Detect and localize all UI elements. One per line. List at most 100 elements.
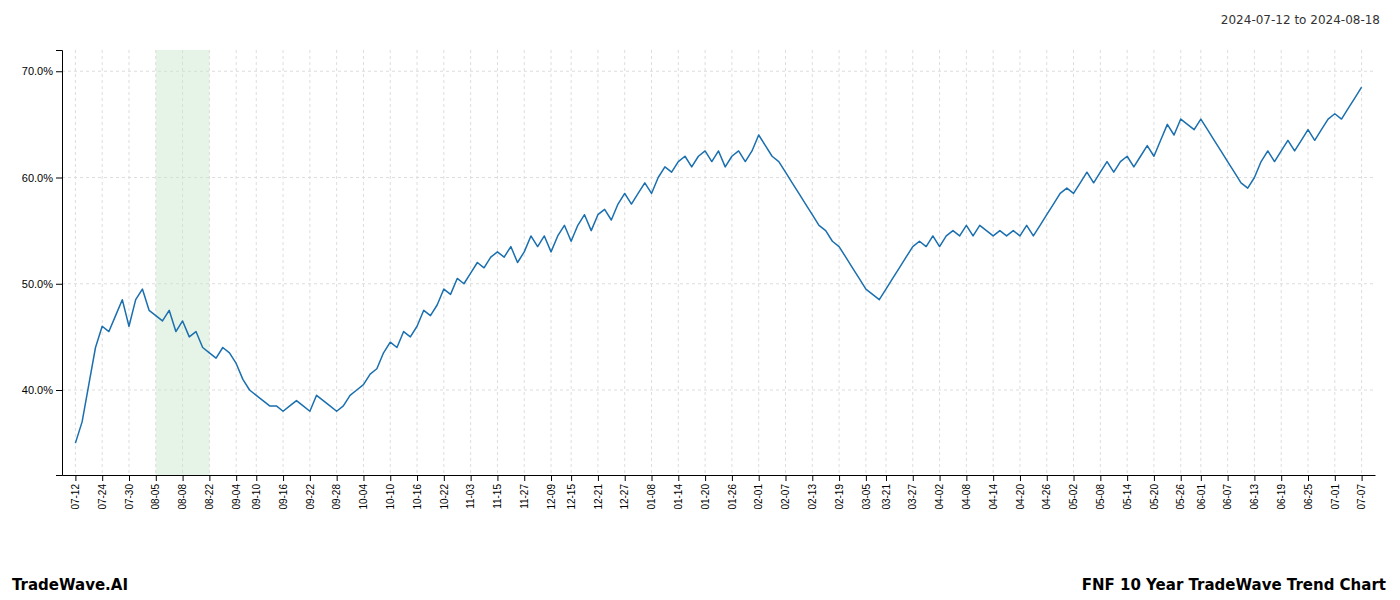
x-tick: 07-01 — [1330, 475, 1341, 510]
x-tick-label: 12-09 — [546, 484, 557, 510]
x-grid-line — [1046, 50, 1047, 475]
x-tick-mark — [1308, 475, 1309, 481]
x-tick-label: 12-15 — [566, 484, 577, 510]
x-tick-label: 08-22 — [204, 484, 215, 510]
y-tick: 70.0% — [22, 65, 62, 77]
x-tick-mark — [839, 475, 840, 481]
x-tick-label: 05-14 — [1122, 484, 1133, 510]
x-tick-mark — [652, 475, 653, 481]
x-grid-line — [678, 50, 679, 475]
x-tick: 10-10 — [385, 475, 396, 510]
x-grid-line — [470, 50, 471, 475]
x-tick: 07-12 — [70, 475, 81, 510]
x-tick-label: 07-30 — [124, 484, 135, 510]
x-tick-mark — [913, 475, 914, 481]
plot: 07-1207-2407-3008-0508-0808-2209-0409-10… — [22, 50, 1376, 510]
y-grid-line — [62, 71, 1375, 72]
x-tick-mark — [812, 475, 813, 481]
x-tick: 07-30 — [124, 475, 135, 510]
x-tick-label: 02-01 — [753, 484, 764, 510]
y-tick-label: 40.0% — [22, 384, 53, 396]
x-tick-mark — [940, 475, 941, 481]
x-tick-mark — [183, 475, 184, 481]
x-tick-label: 02-19 — [834, 484, 845, 510]
x-tick-mark — [732, 475, 733, 481]
x-tick: 05-20 — [1149, 475, 1160, 510]
x-tick-mark — [1201, 475, 1202, 481]
x-tick-mark — [417, 475, 418, 481]
x-grid-line — [1127, 50, 1128, 475]
x-grid-line — [551, 50, 552, 475]
x-tick-label: 07-12 — [70, 484, 81, 510]
x-tick: 06-07 — [1222, 475, 1233, 510]
y-grid-line — [62, 390, 1375, 391]
x-tick-label: 09-04 — [231, 484, 242, 510]
x-tick-label: 09-16 — [278, 484, 289, 510]
x-tick-mark — [1181, 475, 1182, 481]
y-tick-label: 50.0% — [22, 278, 53, 290]
y-tick-mark — [56, 178, 62, 179]
marks — [75, 50, 1361, 475]
x-tick-mark — [598, 475, 599, 481]
x-tick-label: 03-21 — [881, 484, 892, 510]
x-grid-line — [624, 50, 625, 475]
x-grid-line — [1100, 50, 1101, 475]
x-tick: 09-16 — [278, 475, 289, 510]
x-tick-mark — [1074, 475, 1075, 481]
x-grid-line — [731, 50, 732, 475]
x-tick-label: 11-15 — [492, 484, 503, 509]
x-grid-line — [443, 50, 444, 475]
chart: 07-1207-2407-3008-0508-0808-2209-0409-10… — [0, 0, 1400, 600]
x-tick-label: 10-10 — [385, 484, 396, 510]
x-tick: 08-08 — [177, 475, 188, 510]
x-tick: 04-26 — [1041, 475, 1052, 510]
x-axis-line — [63, 475, 1376, 476]
x-tick: 11-03 — [465, 475, 476, 509]
x-tick: 06-19 — [1276, 475, 1287, 510]
y-axis: 40.0%50.0%60.0%70.0% — [22, 51, 63, 476]
x-tick-label: 01-20 — [700, 484, 711, 510]
x-tick: 05-26 — [1175, 475, 1186, 510]
x-tick: 07-24 — [97, 475, 108, 510]
x-tick-label: 07-01 — [1330, 484, 1341, 510]
x-tick: 02-19 — [834, 475, 845, 510]
x-tick-label: 01-08 — [646, 484, 657, 510]
x-grid-line — [1281, 50, 1282, 475]
x-tick: 07-07 — [1356, 475, 1367, 510]
x-grid-line — [363, 50, 364, 475]
x-tick-label: 07-24 — [97, 484, 108, 510]
x-tick-mark — [571, 475, 572, 481]
x-tick-mark — [337, 475, 338, 481]
x-tick-label: 06-07 — [1222, 484, 1233, 510]
x-tick-label: 12-27 — [619, 484, 630, 510]
x-tick-mark — [209, 475, 210, 481]
x-grid-line — [1361, 50, 1362, 475]
x-tick: 12-15 — [566, 475, 577, 510]
y-grid-line — [62, 283, 1375, 284]
x-tick: 06-01 — [1196, 475, 1207, 510]
x-tick-label: 04-26 — [1041, 484, 1052, 510]
x-tick-mark — [625, 475, 626, 481]
x-tick: 09-04 — [231, 475, 242, 510]
x-tick-label: 05-26 — [1175, 484, 1186, 510]
x-tick: 02-01 — [753, 475, 764, 510]
x-grid-line — [993, 50, 994, 475]
x-grid-line — [1153, 50, 1154, 475]
x-tick-label: 04-02 — [934, 484, 945, 510]
x-tick: 03-05 — [861, 475, 872, 510]
x-tick-label: 04-08 — [961, 484, 972, 510]
x-tick: 08-22 — [204, 475, 215, 510]
x-grid-line — [1227, 50, 1228, 475]
x-tick: 12-09 — [546, 475, 557, 510]
x-tick: 09-22 — [305, 475, 316, 510]
grid — [62, 50, 1375, 475]
x-tick: 09-10 — [251, 475, 262, 510]
x-grid-line — [812, 50, 813, 475]
x-grid-line — [236, 50, 237, 475]
x-tick: 05-08 — [1095, 475, 1106, 510]
x-tick-mark — [1281, 475, 1282, 481]
x-tick-mark — [1020, 475, 1021, 481]
x-grid-line — [75, 50, 76, 475]
x-grid-line — [705, 50, 706, 475]
x-tick: 02-07 — [780, 475, 791, 510]
